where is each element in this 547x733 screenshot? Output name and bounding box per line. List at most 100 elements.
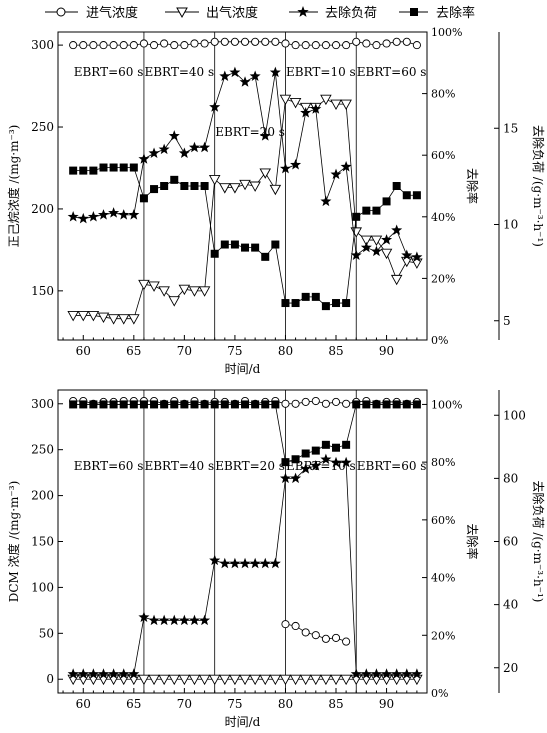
data-point-triangle — [370, 674, 383, 686]
legend-marker-open-circle — [56, 7, 66, 17]
x-tick-label: 80 — [278, 344, 293, 358]
rate-tick-label: 20% — [431, 629, 455, 642]
data-point-triangle — [107, 314, 120, 325]
data-point-square — [109, 163, 118, 172]
data-point-circle — [69, 41, 78, 50]
data-point-triangle — [87, 674, 100, 686]
data-point-star — [290, 159, 302, 170]
data-point-star — [128, 668, 140, 679]
data-point-star — [87, 211, 99, 222]
data-point-square — [241, 400, 250, 409]
data-point-triangle — [360, 235, 373, 246]
data-point-star — [360, 668, 372, 679]
load-tick-label: 60 — [503, 535, 518, 549]
data-point-square — [251, 243, 260, 252]
data-point-circle — [281, 620, 290, 629]
data-point-triangle — [310, 674, 322, 686]
phase-label: EBRT=60 s — [357, 65, 427, 79]
data-point-star — [178, 147, 190, 158]
data-point-triangle — [168, 296, 181, 307]
chart-panel-hexane: 60 65 70 75 80 85 90 150 200 250 300 0% 20% 40% 60% 80%… — [6, 26, 546, 376]
data-point-circle — [170, 41, 179, 50]
data-point-triangle — [77, 674, 90, 686]
data-point-triangle — [269, 674, 282, 686]
data-point-star — [229, 557, 241, 569]
data-point-square — [160, 400, 169, 409]
data-point-triangle — [198, 674, 211, 686]
y-left-tick-label: 250 — [31, 443, 54, 457]
data-point-square — [69, 400, 78, 409]
data-point-star — [269, 66, 281, 78]
data-point-star — [77, 668, 89, 679]
data-point-square — [392, 400, 401, 409]
data-point-circle — [230, 37, 239, 46]
data-point-star — [370, 245, 382, 257]
data-point-star — [148, 147, 160, 158]
rate-tick-label: 60% — [431, 514, 455, 527]
phase-label: EBRT=40 s — [144, 459, 214, 473]
data-point-triangle — [380, 248, 393, 260]
data-point-star — [330, 456, 342, 468]
x-axis-label: 时间/d — [225, 715, 261, 729]
data-point-square — [251, 400, 260, 409]
data-point-star — [128, 209, 140, 220]
data-point-triangle — [320, 674, 332, 686]
x-tick-label: 60 — [76, 344, 91, 358]
data-point-square — [119, 163, 128, 172]
x-tick-label: 75 — [227, 344, 242, 358]
data-point-star — [249, 70, 261, 81]
data-point-circle — [301, 397, 310, 406]
data-point-triangle — [198, 286, 211, 297]
x-tick-label: 65 — [126, 344, 141, 358]
data-point-circle — [402, 37, 411, 46]
x-tick-label: 90 — [379, 697, 394, 711]
data-point-star — [168, 614, 180, 626]
data-point-circle — [392, 37, 401, 46]
data-point-circle — [160, 39, 169, 48]
data-point-square — [160, 182, 169, 190]
data-point-star — [148, 614, 160, 626]
data-point-triangle — [330, 99, 342, 111]
data-point-triangle — [219, 674, 231, 686]
data-point-square — [210, 249, 219, 258]
data-point-circle — [261, 37, 270, 46]
data-point-circle — [321, 634, 330, 643]
data-point-triangle — [117, 314, 130, 325]
data-point-triangle — [148, 674, 160, 686]
legend-label-load: 去除负荷 — [325, 6, 377, 21]
phase-label: EBRT=10 s — [286, 65, 356, 79]
data-point-square — [119, 400, 128, 409]
data-point-triangle — [279, 674, 292, 686]
data-point-triangle — [320, 94, 332, 106]
legend-label-rate: 去除率 — [436, 5, 475, 21]
data-point-square — [129, 163, 138, 172]
y-left-tick-label: 300 — [31, 397, 54, 411]
rate-axis-label: 去除率 — [465, 168, 480, 204]
data-point-triangle — [208, 674, 221, 686]
phase-label: EBRT=20 s — [215, 125, 285, 139]
data-point-triangle — [299, 674, 312, 686]
data-point-triangle — [259, 168, 272, 179]
data-point-triangle — [87, 310, 100, 322]
data-point-star — [279, 162, 291, 174]
data-point-circle — [89, 41, 98, 50]
data-point-square — [79, 400, 88, 409]
data-point-square — [372, 206, 381, 215]
data-point-square — [281, 458, 290, 467]
data-point-star — [209, 554, 221, 566]
data-point-triangle — [370, 235, 383, 246]
data-point-triangle — [158, 674, 170, 686]
y-left-tick-label: 150 — [31, 284, 54, 298]
data-point-triangle — [350, 227, 362, 238]
load-tick-label: 100 — [503, 408, 526, 422]
phase-label: EBRT=60 s — [74, 65, 144, 79]
data-point-star — [118, 209, 130, 220]
data-point-triangle — [158, 286, 170, 297]
legend-marker-open-triangle — [176, 7, 188, 19]
data-point-circle — [372, 41, 381, 50]
data-point-square — [261, 400, 270, 409]
data-point-star — [239, 76, 251, 87]
data-point-circle — [129, 41, 138, 50]
data-point-star — [320, 195, 332, 207]
